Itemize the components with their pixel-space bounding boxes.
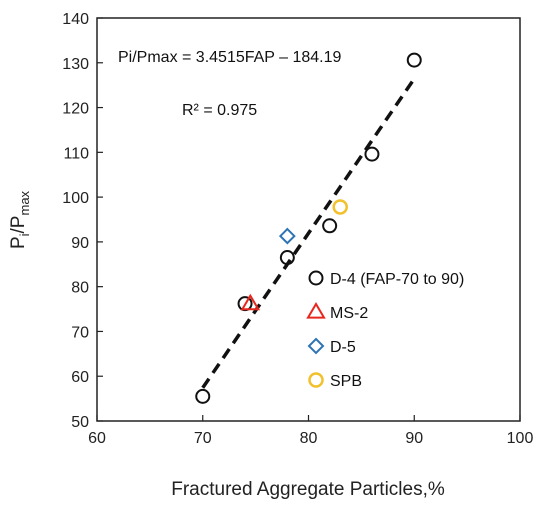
y-tick-label: 100 bbox=[62, 190, 89, 207]
y-tick-label: 140 bbox=[62, 11, 89, 28]
y-tick-label: 80 bbox=[71, 280, 89, 297]
y-label-sep: /P bbox=[8, 216, 29, 234]
data-point-ms-2 bbox=[240, 293, 261, 311]
y-tick-label: 60 bbox=[71, 369, 89, 386]
y-tick-label: 90 bbox=[71, 235, 89, 252]
x-tick-label: 100 bbox=[507, 430, 534, 447]
legend-marker-d-4-fap-70-to-90- bbox=[308, 270, 324, 286]
y-label-sub1: i bbox=[17, 233, 32, 236]
x-tick-label: 90 bbox=[405, 430, 423, 447]
plot-frame bbox=[96, 17, 521, 422]
legend-label: MS-2 bbox=[330, 305, 368, 322]
legend-marker-ms-2 bbox=[306, 302, 326, 319]
data-point-d-4-fap-70-to-90- bbox=[195, 388, 211, 404]
data-points bbox=[195, 52, 422, 404]
x-tick-label: 60 bbox=[88, 430, 106, 447]
legend-label: D-5 bbox=[330, 339, 356, 356]
data-point-d-5 bbox=[278, 227, 296, 245]
data-point-d-4-fap-70-to-90- bbox=[406, 52, 422, 68]
trendline-layer bbox=[201, 77, 416, 389]
legend: D-4 (FAP-70 to 90) MS-2 D-5 SPB bbox=[306, 270, 464, 390]
y-tick-label: 120 bbox=[62, 101, 89, 118]
legend-marker-d-5 bbox=[307, 337, 325, 355]
trendline bbox=[201, 77, 416, 389]
x-tick-label: 80 bbox=[300, 430, 318, 447]
equation-annotation: Pi/Pmax = 3.4515FAP – 184.19 bbox=[118, 49, 342, 66]
y-axis-label: Pi/Pmax bbox=[8, 190, 32, 249]
y-tick-label: 110 bbox=[63, 145, 89, 162]
r-squared-annotation: R² = 0.975 bbox=[182, 102, 257, 119]
y-tick-label: 130 bbox=[62, 56, 89, 73]
data-point-spb bbox=[332, 199, 348, 215]
y-tick-label: 50 bbox=[71, 414, 89, 431]
y-tick-label: 70 bbox=[71, 324, 89, 341]
data-point-d-4-fap-70-to-90- bbox=[364, 146, 380, 162]
y-label-main: P bbox=[8, 236, 29, 249]
x-axis-label: Fractured Aggregate Particles,% bbox=[171, 479, 445, 500]
y-label-sub2: max bbox=[17, 190, 32, 215]
x-tick-label: 70 bbox=[194, 430, 212, 447]
legend-label: D-4 (FAP-70 to 90) bbox=[330, 271, 464, 288]
legend-marker-spb bbox=[308, 372, 324, 388]
legend-label: SPB bbox=[330, 373, 362, 390]
data-point-d-4-fap-70-to-90- bbox=[279, 250, 295, 266]
data-point-d-4-fap-70-to-90- bbox=[322, 218, 338, 234]
